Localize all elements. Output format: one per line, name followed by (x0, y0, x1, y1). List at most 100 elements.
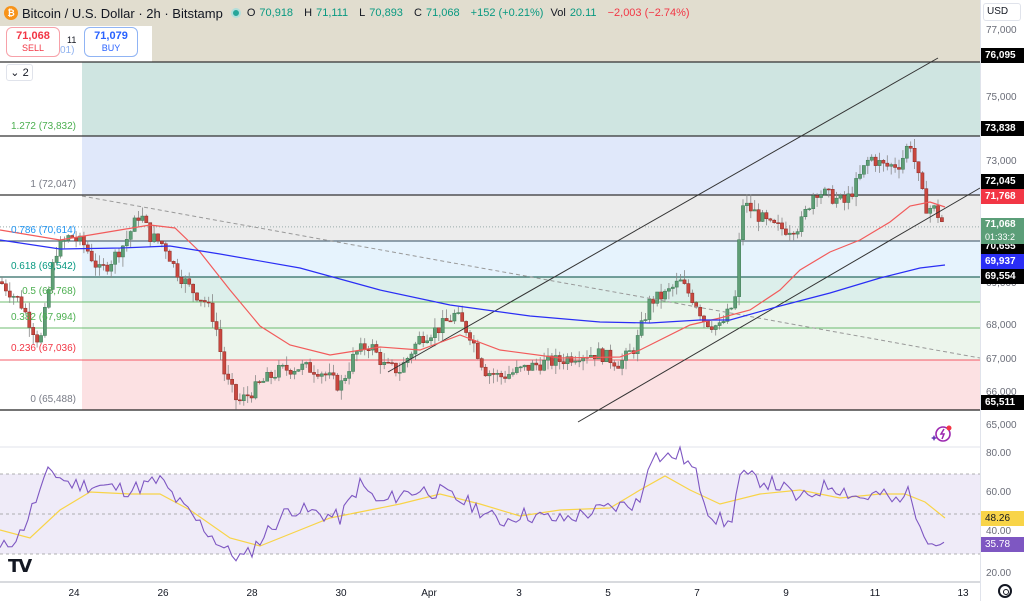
candle-body (573, 360, 578, 363)
candle-body (132, 217, 137, 232)
price-tick: 73,000 (986, 156, 1017, 167)
candle-body (187, 278, 192, 285)
candle-body (635, 335, 640, 354)
candle-body (518, 366, 523, 369)
candle-body (277, 365, 281, 378)
volume-change: −2,003 (−2.74%) (607, 7, 690, 19)
candle-body (7, 290, 12, 298)
candle-body (253, 381, 258, 399)
candle-body (862, 165, 866, 175)
candle-body (858, 173, 862, 179)
candle-body (265, 372, 270, 382)
candle-body (628, 350, 632, 352)
candle-body (495, 372, 500, 375)
collapse-indicators-button[interactable]: ⌄ 2 (6, 64, 33, 81)
price-tick: 68,000 (986, 320, 1017, 331)
candle-body (206, 301, 211, 304)
candle-body (651, 298, 656, 304)
candle-body (444, 318, 449, 322)
candle-body (616, 365, 621, 369)
price-tick: 65,000 (986, 420, 1017, 431)
candle-body (475, 342, 480, 359)
candle-body (659, 291, 663, 300)
candle-body (713, 325, 718, 330)
candle-body (569, 356, 574, 363)
sell-price: 71,068 (16, 30, 50, 42)
candle-body (202, 300, 207, 303)
candle-body (222, 351, 227, 375)
candle-body (121, 245, 125, 258)
candle-body (889, 164, 894, 167)
candle-body (608, 349, 613, 363)
candle-body (686, 283, 691, 294)
candle-body (678, 279, 683, 282)
candle-body (339, 380, 344, 391)
candle-body (230, 379, 234, 385)
candle-body (791, 232, 796, 235)
candle-body (452, 312, 457, 322)
candle-body (440, 318, 445, 334)
candle-body (823, 188, 827, 195)
candle-body (799, 216, 804, 232)
time-tick: 30 (335, 588, 347, 599)
candle-body (46, 289, 51, 308)
tradingview-logo[interactable]: TV (8, 556, 32, 577)
candle-body (316, 374, 320, 377)
candle-body (312, 372, 316, 375)
candle-body (300, 363, 305, 370)
fib-label-5: 0.382 (67,994) (10, 312, 76, 323)
candle-body (846, 193, 851, 203)
candle-body (43, 307, 47, 336)
candle-body (784, 228, 788, 235)
fib-label-1: 1 (72,047) (30, 179, 76, 190)
candle-body (124, 239, 129, 247)
symbol-title[interactable]: Bitcoin / U.S. Dollar · 2h · Bitstamp (22, 5, 223, 21)
time-tick: 3 (516, 588, 522, 599)
candle-body (319, 373, 324, 377)
candle-body (167, 250, 172, 262)
price-tick: 67,000 (986, 354, 1017, 365)
candle-body (830, 189, 835, 204)
candle-body (343, 378, 348, 381)
fib-zone (82, 195, 980, 241)
open-value: 70,918 (259, 7, 294, 19)
candle-body (542, 359, 546, 371)
candle-body (210, 302, 215, 322)
candle-body (238, 399, 242, 402)
candle-body (842, 194, 847, 203)
ma-slow-line (0, 239, 946, 324)
price-axis[interactable] (980, 0, 1024, 601)
candle-body (538, 364, 543, 371)
candle-body (596, 348, 601, 360)
sell-button[interactable]: 71,068 SELL (6, 27, 60, 57)
candle-body (331, 372, 336, 376)
candle-body (795, 231, 800, 235)
candle-body (760, 212, 765, 222)
candle-body (460, 312, 465, 322)
candle-body (865, 159, 870, 166)
settings-gear-icon[interactable] (998, 584, 1012, 598)
spread-value: 11 (67, 35, 77, 45)
candle-body (327, 372, 332, 376)
candle-body (807, 208, 812, 210)
candle-body (491, 373, 496, 375)
candle-body (479, 358, 484, 368)
high-label: H (304, 7, 313, 19)
candle-body (674, 280, 679, 288)
candle-body (838, 194, 843, 199)
candle-body (514, 367, 519, 373)
candle-body (729, 307, 734, 310)
candle-body (850, 193, 855, 197)
fib-label-6: 0.236 (67,036) (10, 343, 76, 354)
candle-body (226, 373, 231, 380)
currency-selector[interactable]: USD (983, 3, 1021, 21)
buy-button[interactable]: 71,079 BUY (84, 27, 138, 57)
buy-label: BUY (101, 43, 121, 53)
candle-body (881, 160, 886, 164)
candle-body (499, 372, 504, 378)
candle-body (109, 264, 114, 272)
fib-label-3: 0.618 (69,542) (10, 261, 76, 272)
ai-assistant-icon[interactable] (930, 424, 952, 444)
volume-value: 20.11 (569, 7, 597, 19)
